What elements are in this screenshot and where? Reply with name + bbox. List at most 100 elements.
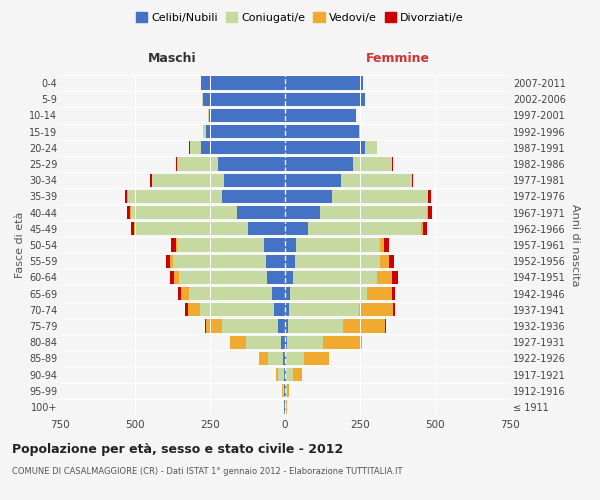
Bar (223, 174, 285, 187)
Bar (284, 368, 285, 381)
Bar (323, 336, 361, 349)
Bar (285, 238, 296, 252)
Bar (277, 320, 285, 332)
Bar (428, 190, 431, 203)
Bar (355, 109, 356, 122)
Bar (166, 254, 170, 268)
Bar (308, 222, 421, 235)
Legend: Celibi/Nubili, Coniugati/e, Vedovi/e, Divorziati/e: Celibi/Nubili, Coniugati/e, Vedovi/e, Di… (132, 8, 468, 28)
Bar (222, 320, 277, 332)
Bar (424, 222, 427, 235)
Bar (285, 141, 365, 154)
Bar (320, 206, 427, 220)
Bar (131, 206, 237, 220)
Bar (285, 270, 293, 284)
Bar (286, 352, 304, 365)
Bar (130, 206, 131, 220)
Bar (341, 174, 412, 187)
Bar (170, 270, 175, 284)
Bar (170, 254, 173, 268)
Bar (285, 287, 290, 300)
Bar (246, 336, 281, 349)
Bar (274, 303, 285, 316)
Bar (218, 158, 285, 170)
Bar (190, 141, 201, 154)
Bar (205, 125, 285, 138)
Bar (278, 368, 284, 381)
Bar (412, 174, 413, 187)
Bar (131, 222, 134, 235)
Bar (230, 336, 246, 349)
Bar (285, 92, 365, 106)
Bar (288, 320, 343, 332)
Bar (380, 254, 389, 268)
Bar (248, 222, 285, 235)
Bar (285, 384, 286, 398)
Bar (359, 125, 361, 138)
Bar (267, 270, 285, 284)
Bar (200, 303, 274, 316)
Bar (150, 174, 151, 187)
Bar (296, 238, 380, 252)
Bar (283, 384, 284, 398)
Bar (377, 270, 392, 284)
Bar (392, 158, 393, 170)
Bar (331, 190, 427, 203)
Bar (176, 238, 177, 252)
Bar (175, 270, 179, 284)
Bar (285, 109, 355, 122)
Bar (285, 368, 286, 381)
Bar (189, 287, 271, 300)
Bar (392, 270, 398, 284)
Bar (285, 352, 286, 365)
Bar (285, 254, 295, 268)
Bar (343, 320, 385, 332)
Bar (185, 303, 187, 316)
Text: COMUNE DI CASALMAGGIORE (CR) - Dati ISTAT 1° gennaio 2012 - Elaborazione TUTTITA: COMUNE DI CASALMAGGIORE (CR) - Dati ISTA… (12, 468, 403, 476)
Bar (428, 206, 432, 220)
Bar (285, 320, 288, 332)
Bar (259, 352, 268, 365)
Bar (268, 352, 283, 365)
Bar (203, 125, 205, 138)
Bar (128, 190, 222, 203)
Bar (178, 287, 181, 300)
Bar (359, 303, 393, 316)
Bar (389, 254, 394, 268)
Bar (304, 352, 329, 365)
Bar (177, 158, 218, 170)
Bar (176, 158, 177, 170)
Bar (206, 320, 222, 332)
Bar (177, 238, 264, 252)
Bar (427, 190, 428, 203)
Bar (284, 400, 285, 413)
Bar (384, 238, 389, 252)
Bar (285, 190, 331, 203)
Bar (290, 287, 367, 300)
Bar (380, 238, 384, 252)
Bar (283, 352, 285, 365)
Bar (286, 368, 293, 381)
Bar (237, 206, 285, 220)
Bar (134, 222, 135, 235)
Bar (222, 190, 285, 203)
Bar (135, 222, 248, 235)
Y-axis label: Anni di nascita: Anni di nascita (570, 204, 580, 286)
Bar (284, 384, 285, 398)
Bar (427, 206, 428, 220)
Bar (295, 254, 380, 268)
Bar (289, 303, 359, 316)
Text: Femmine: Femmine (365, 52, 430, 66)
Bar (208, 109, 209, 122)
Text: Popolazione per età, sesso e stato civile - 2012: Popolazione per età, sesso e stato civil… (12, 442, 343, 456)
Bar (173, 254, 265, 268)
Bar (285, 336, 287, 349)
Bar (367, 287, 392, 300)
Bar (151, 174, 223, 187)
Bar (265, 254, 285, 268)
Bar (361, 336, 362, 349)
Bar (181, 287, 189, 300)
Bar (393, 303, 395, 316)
Bar (285, 222, 308, 235)
Bar (276, 368, 278, 381)
